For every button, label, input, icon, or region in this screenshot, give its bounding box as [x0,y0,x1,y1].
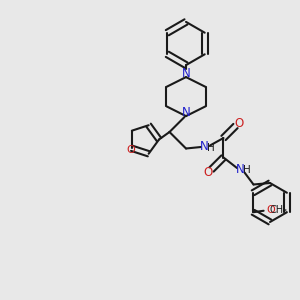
Text: O: O [266,205,275,215]
Text: N: N [200,140,208,154]
Text: N: N [182,67,190,80]
Text: O: O [126,145,135,155]
Text: O: O [203,166,212,179]
Text: H: H [207,143,214,153]
Text: CH₃: CH₃ [270,205,288,215]
Text: H: H [243,165,250,176]
Text: O: O [235,117,244,130]
Text: N: N [182,106,190,119]
Text: N: N [236,163,244,176]
